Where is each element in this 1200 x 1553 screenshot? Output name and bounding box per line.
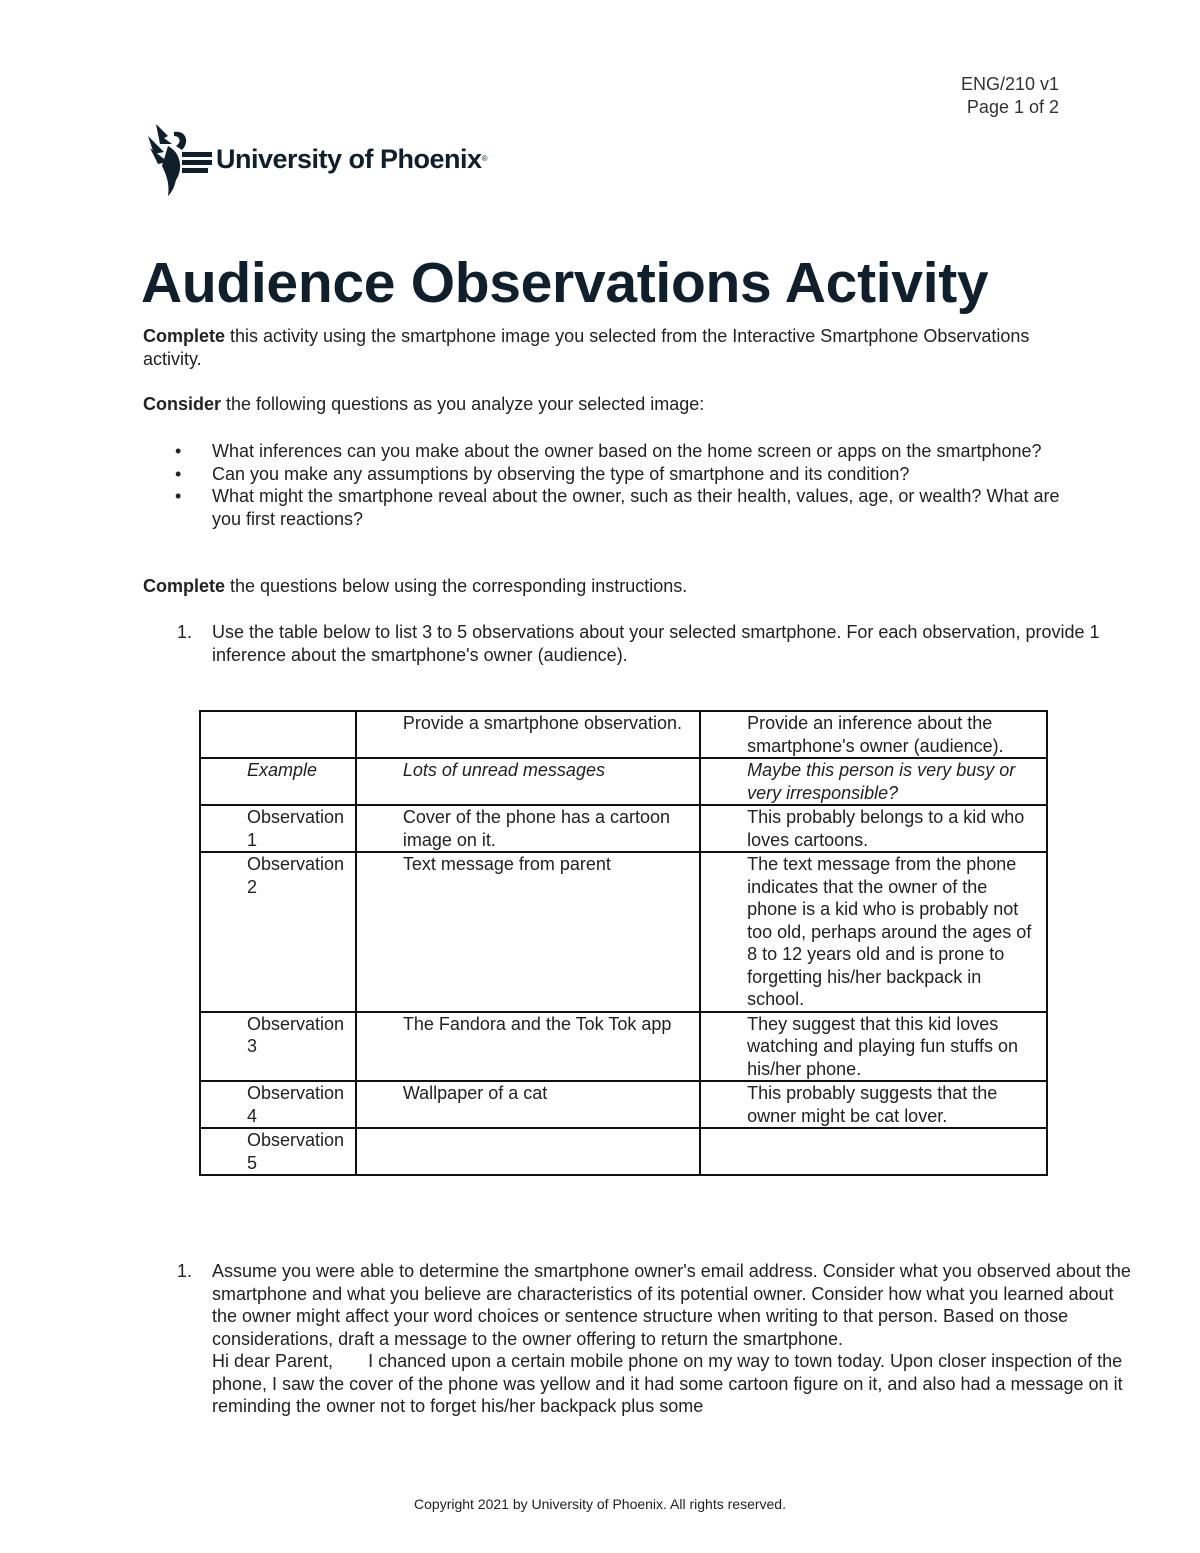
table-cell bbox=[354, 1127, 702, 1176]
list-item: • What inferences can you make about the … bbox=[175, 441, 1042, 461]
table-cell: Observation 4 bbox=[199, 1080, 357, 1129]
document-header: ENG/210 v1 Page 1 of 2 bbox=[961, 73, 1059, 119]
table-cell: Observation 5 bbox=[199, 1127, 357, 1176]
table-cell: They suggest that this kid loves watchin… bbox=[699, 1010, 1048, 1082]
question-2: 1. Assume you were able to determine the… bbox=[143, 1260, 1132, 1418]
table-cell: Observation 1 bbox=[199, 804, 357, 853]
table-row: Observation 5 bbox=[199, 1127, 1048, 1176]
table-cell: Text message from parent bbox=[354, 851, 702, 1013]
table-row: Example Lots of unread messages Maybe th… bbox=[199, 757, 1048, 806]
intro-paragraph: Complete this activity using the smartph… bbox=[143, 326, 1030, 369]
copyright-footer: Copyright 2021 by University of Phoenix.… bbox=[414, 1496, 786, 1512]
list-item: • What might the smartphone reveal about … bbox=[175, 486, 1060, 529]
table-row: Observation 1 Cover of the phone has a c… bbox=[199, 804, 1048, 853]
question-list: • What inferences can you make about the … bbox=[143, 440, 1063, 530]
header-cell bbox=[199, 710, 357, 759]
table-cell: Maybe this person is very busy or very i… bbox=[699, 757, 1048, 806]
header-cell: Provide a smartphone observation. bbox=[354, 710, 702, 759]
university-logo: University of Phoenix® bbox=[146, 122, 488, 196]
list-item: • Can you make any assumptions by observi… bbox=[175, 463, 910, 484]
observations-table: Provide a smartphone observation. Provid… bbox=[199, 710, 1048, 1176]
question-text: Use the table below to list 3 to 5 obser… bbox=[212, 622, 1100, 665]
table-cell: The Fandora and the Tok Tok app bbox=[354, 1010, 702, 1082]
table-row: Observation 2 Text message from parent T… bbox=[199, 851, 1048, 1013]
question-text: Assume you were able to determine the sm… bbox=[212, 1261, 1131, 1349]
table-cell: Cover of the phone has a cartoon image o… bbox=[354, 804, 702, 853]
phoenix-icon bbox=[148, 124, 212, 196]
table-cell: This probably belongs to a kid who loves… bbox=[699, 804, 1048, 853]
question-number: 1. bbox=[177, 1261, 193, 1281]
table-cell: Observation 3 bbox=[199, 1010, 357, 1082]
table-cell: The text message from the phone indicate… bbox=[699, 851, 1048, 1013]
course-code: ENG/210 v1 bbox=[960, 74, 1059, 94]
table-row: Observation 3 The Fandora and the Tok To… bbox=[199, 1010, 1048, 1082]
bullet-icon: • bbox=[175, 441, 182, 461]
table-header-row: Provide a smartphone observation. Provid… bbox=[199, 710, 1048, 759]
complete-paragraph: Complete the questions below using the c… bbox=[143, 576, 688, 596]
consider-paragraph: Consider the following questions as you … bbox=[143, 394, 705, 414]
bullet-icon: • bbox=[175, 463, 182, 484]
page-number: Page 1 of 2 bbox=[966, 97, 1059, 117]
table-cell: Observation 2 bbox=[199, 851, 357, 1013]
table-cell: This probably suggests that the owner mi… bbox=[699, 1080, 1048, 1129]
page-title: Audience Observations Activity bbox=[141, 251, 989, 315]
table-cell: Lots of unread messages bbox=[354, 757, 702, 806]
table-cell: Example bbox=[199, 757, 357, 806]
header-cell: Provide an inference about the smartphon… bbox=[699, 710, 1048, 759]
bullet-icon: • bbox=[175, 486, 182, 506]
table-cell bbox=[699, 1127, 1048, 1176]
table-cell: Wallpaper of a cat bbox=[354, 1080, 702, 1129]
table-row: Observation 4 Wallpaper of a cat This pr… bbox=[199, 1080, 1048, 1129]
answer-text: Hi dear Parent, I chanced upon a certain… bbox=[212, 1351, 1128, 1416]
question-number: 1. bbox=[177, 622, 193, 642]
logo-text: University of Phoenix® bbox=[216, 143, 488, 174]
question-1: 1. Use the table below to list 3 to 5 ob… bbox=[143, 621, 1132, 666]
